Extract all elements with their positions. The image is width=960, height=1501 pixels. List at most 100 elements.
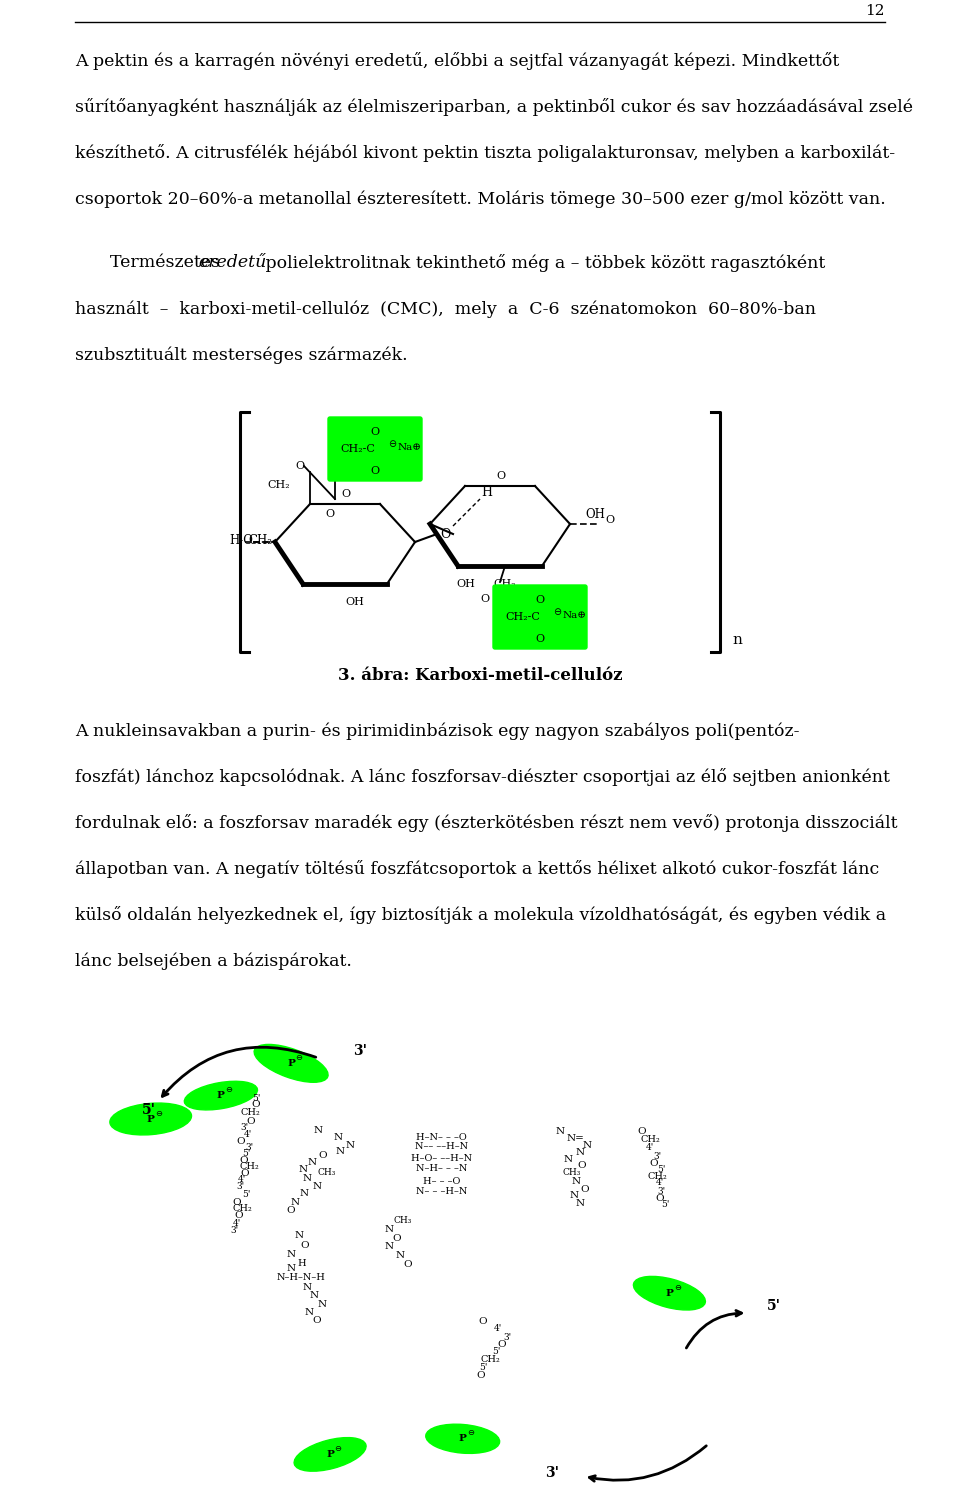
Text: 5': 5'	[492, 1346, 500, 1355]
Text: N: N	[333, 1133, 343, 1142]
Text: O: O	[318, 1151, 326, 1160]
Text: Természetes: Természetes	[110, 254, 226, 272]
Text: O: O	[287, 1205, 296, 1214]
Text: O: O	[240, 1169, 249, 1178]
Text: H-O: H-O	[229, 533, 253, 546]
Text: O: O	[581, 1184, 589, 1193]
Text: külső oldalán helyezkednek el, így biztosítják a molekula vízoldhatóságát, és eg: külső oldalán helyezkednek el, így bizto…	[75, 907, 886, 925]
Text: P: P	[459, 1435, 467, 1444]
Text: O: O	[325, 509, 335, 519]
Text: Na⊕: Na⊕	[563, 611, 587, 620]
Text: n: n	[732, 633, 742, 647]
Text: OH: OH	[585, 507, 605, 521]
Text: O: O	[342, 489, 350, 498]
Text: OH: OH	[346, 597, 365, 606]
Text: 12: 12	[866, 5, 885, 18]
Text: O: O	[234, 1211, 243, 1220]
Text: CH₂: CH₂	[480, 1355, 500, 1364]
Text: CH₂: CH₂	[240, 1162, 259, 1171]
Text: H–N– – –O: H–N– – –O	[417, 1133, 467, 1142]
Text: O: O	[371, 465, 379, 476]
Text: N: N	[336, 1147, 345, 1156]
Text: N: N	[299, 1165, 307, 1174]
Text: O: O	[656, 1195, 664, 1204]
Text: N=: N=	[566, 1133, 585, 1142]
Text: ⊖: ⊖	[674, 1283, 681, 1292]
Text: 4': 4'	[238, 1175, 246, 1184]
Text: O: O	[295, 461, 304, 471]
Text: 3': 3'	[240, 1123, 249, 1132]
Text: 3': 3'	[658, 1187, 665, 1196]
Text: O: O	[239, 1156, 248, 1165]
Text: 4': 4'	[244, 1130, 252, 1139]
Text: 4': 4'	[656, 1178, 664, 1187]
Text: ⊖: ⊖	[335, 1444, 342, 1453]
Text: P: P	[217, 1091, 225, 1100]
Ellipse shape	[254, 1045, 328, 1082]
Text: O: O	[650, 1159, 659, 1168]
Text: N: N	[556, 1127, 564, 1136]
Text: 5': 5'	[243, 1150, 251, 1159]
Text: foszfát) lánchoz kapcsolódnak. A lánc foszforsav-diészter csoportjai az élő sejt: foszfát) lánchoz kapcsolódnak. A lánc fo…	[75, 769, 890, 787]
Text: N–H–N–H: N–H–N–H	[276, 1273, 325, 1282]
Text: készíthető. A citrusfélék héjából kivont pektin tiszta poligalakturonsav, melybe: készíthető. A citrusfélék héjából kivont…	[75, 144, 895, 162]
Text: N: N	[575, 1148, 585, 1157]
Text: CH₂-C: CH₂-C	[505, 612, 540, 621]
Text: CH₂: CH₂	[268, 480, 290, 489]
Text: 5': 5'	[767, 1300, 780, 1313]
Text: O: O	[478, 1318, 487, 1327]
Ellipse shape	[184, 1081, 257, 1109]
Text: O: O	[252, 1100, 260, 1109]
Text: O: O	[246, 1117, 254, 1126]
Text: ⊖: ⊖	[226, 1085, 232, 1094]
Text: ⊖: ⊖	[296, 1052, 302, 1061]
Text: O: O	[578, 1162, 587, 1171]
Text: 5': 5'	[252, 1094, 260, 1103]
Text: N: N	[345, 1141, 354, 1150]
Text: N: N	[583, 1141, 592, 1150]
Text: O: O	[313, 1316, 322, 1325]
Text: szubsztituált mesterséges származék.: szubsztituált mesterséges származék.	[75, 347, 408, 363]
Text: ⊖: ⊖	[468, 1429, 474, 1438]
Text: P: P	[147, 1115, 155, 1124]
Text: H: H	[482, 485, 492, 498]
Text: O: O	[637, 1127, 646, 1136]
Text: CH₂: CH₂	[232, 1204, 252, 1213]
FancyBboxPatch shape	[493, 585, 587, 648]
Text: N: N	[312, 1183, 322, 1192]
Text: N: N	[307, 1157, 317, 1166]
Text: H–O– ––H–N: H–O– ––H–N	[411, 1153, 472, 1162]
Text: N: N	[384, 1241, 394, 1250]
Text: CH₂-C: CH₂-C	[340, 444, 374, 453]
Text: CH₂: CH₂	[248, 534, 272, 546]
Text: N: N	[295, 1231, 303, 1240]
Text: P: P	[287, 1058, 295, 1067]
Text: N: N	[300, 1189, 309, 1198]
Text: Na⊕: Na⊕	[398, 443, 422, 452]
Text: O: O	[496, 471, 506, 480]
Text: sűrítőanyagként használják az élelmiszeriparban, a pektinből cukor és sav hozzáa: sűrítőanyagként használják az élelmiszer…	[75, 98, 913, 116]
Text: O: O	[232, 1198, 241, 1207]
Text: O: O	[536, 633, 544, 644]
Text: H– – –O: H– – –O	[423, 1177, 461, 1186]
Text: ⊖: ⊖	[553, 606, 562, 617]
Text: N: N	[396, 1252, 405, 1261]
Text: CH₂: CH₂	[640, 1135, 660, 1144]
Text: 4': 4'	[232, 1219, 241, 1228]
Text: 5': 5'	[658, 1165, 666, 1174]
Text: O: O	[300, 1241, 309, 1250]
Text: eredetű: eredetű	[198, 254, 266, 272]
Text: 3': 3'	[654, 1153, 661, 1162]
Text: N: N	[302, 1283, 311, 1292]
Text: O: O	[605, 515, 614, 525]
Text: N: N	[304, 1309, 314, 1318]
Text: N: N	[310, 1291, 319, 1300]
Text: H: H	[297, 1258, 305, 1267]
Text: N: N	[314, 1126, 323, 1135]
Text: CH₃: CH₃	[563, 1168, 581, 1177]
Text: fordulnak elő: a foszforsav maradék egy (észterkötésben részt nem vevő) protonja: fordulnak elő: a foszforsav maradék egy …	[75, 814, 898, 832]
Text: állapotban van. A negatív töltésű foszfátcsoportok a kettős hélixet alkotó cukor: állapotban van. A negatív töltésű foszfá…	[75, 860, 879, 878]
Ellipse shape	[294, 1438, 366, 1471]
Text: O: O	[440, 527, 450, 540]
Text: 4': 4'	[493, 1324, 502, 1333]
